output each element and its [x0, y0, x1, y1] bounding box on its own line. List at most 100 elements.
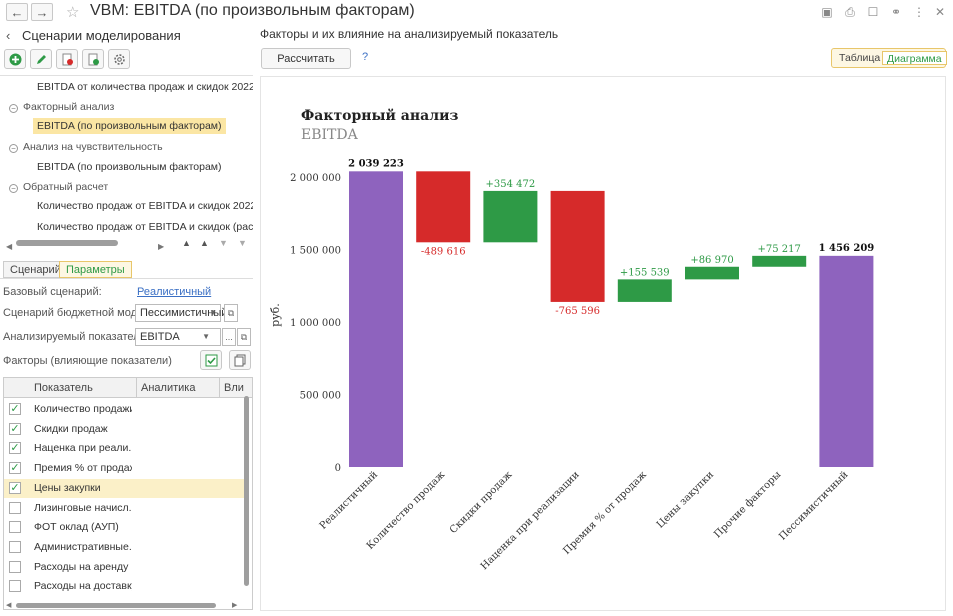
check-all-button[interactable]: [200, 350, 222, 370]
save-icon[interactable]: ▣: [821, 5, 833, 19]
tab-divider: [0, 278, 253, 279]
x-tick-label: Цены закупки: [655, 469, 716, 530]
grid-scroll-right-icon[interactable]: ▶: [232, 602, 238, 609]
tree-item[interactable]: EBITDA от количества продаж и скидок 202…: [37, 81, 253, 93]
chart-title: Факторный анализ: [301, 107, 458, 124]
tree-item[interactable]: Количество продаж от EBITDA и скидок (ра…: [37, 221, 253, 233]
bar: [483, 190, 538, 243]
copy-button[interactable]: [82, 49, 104, 69]
row-checkbox[interactable]: ✓: [9, 422, 21, 435]
data-label: +75 217: [758, 244, 801, 255]
document-copy-icon: [88, 53, 99, 65]
move-to-first-icon[interactable]: ▲​: [182, 238, 191, 248]
y-axis-label: руб.: [269, 303, 282, 327]
row-checkbox[interactable]: ✓: [9, 403, 21, 415]
table-row[interactable]: Расходы на аренду: [4, 558, 244, 577]
row-checkbox[interactable]: [9, 560, 21, 573]
preview-icon[interactable]: ☐: [867, 5, 879, 19]
view-table-button[interactable]: Таблица: [839, 52, 881, 64]
favorite-star-icon[interactable]: ☆: [66, 4, 80, 21]
tab-scenario[interactable]: Сценарий: [3, 261, 68, 278]
row-checkbox[interactable]: ✓: [9, 481, 21, 494]
col-analytics-header[interactable]: Аналитика: [141, 382, 196, 394]
select-indicator-button[interactable]: ...: [222, 328, 236, 346]
grid-horizontal-scrollbar[interactable]: [16, 603, 216, 608]
col-influence-header[interactable]: Вли: [224, 382, 244, 394]
row-label: Наценка при реали...: [34, 442, 132, 455]
row-label: Лизинговые начисл...: [34, 501, 132, 514]
tree-group[interactable]: − Обратный расчет: [9, 181, 108, 193]
pencil-icon: [36, 54, 46, 64]
expand-icon[interactable]: −: [9, 144, 18, 153]
data-label: +86 970: [690, 255, 733, 266]
y-tick-label: 1 000 000: [290, 318, 341, 329]
data-label: -765 596: [555, 306, 600, 317]
table-row[interactable]: Расходы на доставку: [4, 577, 244, 596]
chart-container: Факторный анализ EBITDA руб. 0 500 000 1 000 …: [260, 76, 946, 611]
table-row[interactable]: ✓ Количество продажи: [4, 400, 244, 419]
row-checkbox[interactable]: [9, 501, 21, 514]
table-row[interactable]: ✓ Цены закупки: [4, 478, 244, 498]
move-to-last-icon[interactable]: ▼: [238, 238, 247, 248]
budget-scenario-select[interactable]: Пессимистичный ▼: [135, 304, 227, 322]
row-checkbox[interactable]: ✓: [9, 442, 21, 455]
help-button[interactable]: ?: [362, 51, 369, 63]
row-label: Количество продажи: [34, 403, 132, 415]
x-tick-label: Количество продаж: [365, 469, 448, 552]
grid-vertical-scrollbar[interactable]: [244, 396, 249, 586]
data-label: 2 039 223: [348, 158, 404, 169]
horizontal-scrollbar[interactable]: [16, 240, 118, 246]
bar: [416, 171, 471, 243]
table-row[interactable]: ✓ Наценка при реали...: [4, 439, 244, 458]
delete-button[interactable]: [56, 49, 78, 69]
tab-params[interactable]: Параметры: [59, 261, 132, 278]
expand-icon[interactable]: −: [9, 184, 18, 193]
add-icon: [9, 53, 21, 65]
tree-item[interactable]: EBITDA (по произвольным факторам): [37, 161, 222, 173]
copy-list-button[interactable]: [229, 350, 251, 370]
expand-icon[interactable]: −: [9, 104, 18, 113]
link-icon[interactable]: ⚭: [890, 5, 902, 19]
scroll-right-icon[interactable]: ▶: [158, 242, 165, 251]
edit-button[interactable]: [30, 49, 52, 69]
indicator-select[interactable]: EBITDA ▼: [135, 328, 221, 346]
open-indicator-button[interactable]: ⧉: [237, 328, 251, 346]
col-indicator-header[interactable]: Показатель: [34, 382, 93, 394]
open-budget-scenario-button[interactable]: ⧉: [224, 304, 238, 322]
tree-group[interactable]: − Анализ на чувствительность: [9, 141, 163, 153]
data-label: +155 539: [620, 267, 670, 278]
tree-item[interactable]: Количество продаж от EBITDA и скидок 202…: [37, 200, 253, 212]
y-tick-label: 1 500 000: [290, 246, 341, 257]
table-row[interactable]: ✓ Скидки продаж: [4, 420, 244, 439]
row-checkbox[interactable]: [9, 521, 21, 534]
factors-label: Факторы (влияющие показатели): [3, 355, 172, 367]
tree-group[interactable]: − Факторный анализ: [9, 101, 114, 113]
back-button[interactable]: ←: [6, 3, 28, 21]
table-row[interactable]: Административные...: [4, 538, 244, 557]
base-scenario-link[interactable]: Реалистичный: [137, 286, 212, 298]
row-checkbox[interactable]: [9, 540, 21, 553]
close-icon[interactable]: ✕: [934, 5, 946, 19]
table-row[interactable]: ✓ Премия % от продаж: [4, 459, 244, 478]
table-row[interactable]: ФОТ оклад (АУП): [4, 518, 244, 537]
add-button[interactable]: [4, 49, 26, 69]
scenario-tree[interactable]: EBITDA от количества продаж и скидок 202…: [0, 75, 253, 251]
row-checkbox[interactable]: [9, 580, 21, 593]
view-chart-button[interactable]: Диаграмма: [882, 51, 947, 65]
scroll-left-icon[interactable]: ◀: [6, 242, 13, 251]
calculate-button[interactable]: Рассчитать: [261, 48, 351, 69]
settings-button[interactable]: [108, 49, 130, 69]
table-row[interactable]: Лизинговые начисл...: [4, 499, 244, 518]
collapse-back-icon[interactable]: ‹: [6, 28, 11, 43]
move-up-icon[interactable]: ▲: [200, 238, 209, 248]
forward-button[interactable]: →: [31, 3, 53, 21]
row-checkbox[interactable]: ✓: [9, 462, 21, 475]
grid-scroll-left-icon[interactable]: ◀: [6, 602, 12, 609]
col-divider: [136, 378, 137, 398]
print-icon[interactable]: ⎙: [845, 4, 855, 19]
factors-grid[interactable]: Показатель Аналитика Вли ✓ Количество про…: [3, 377, 253, 610]
more-icon[interactable]: ⋮: [913, 5, 925, 19]
copy-icon: [234, 354, 245, 366]
move-down-icon[interactable]: ▼: [219, 238, 228, 248]
tree-item-selected[interactable]: EBITDA (по произвольным факторам): [33, 118, 226, 134]
